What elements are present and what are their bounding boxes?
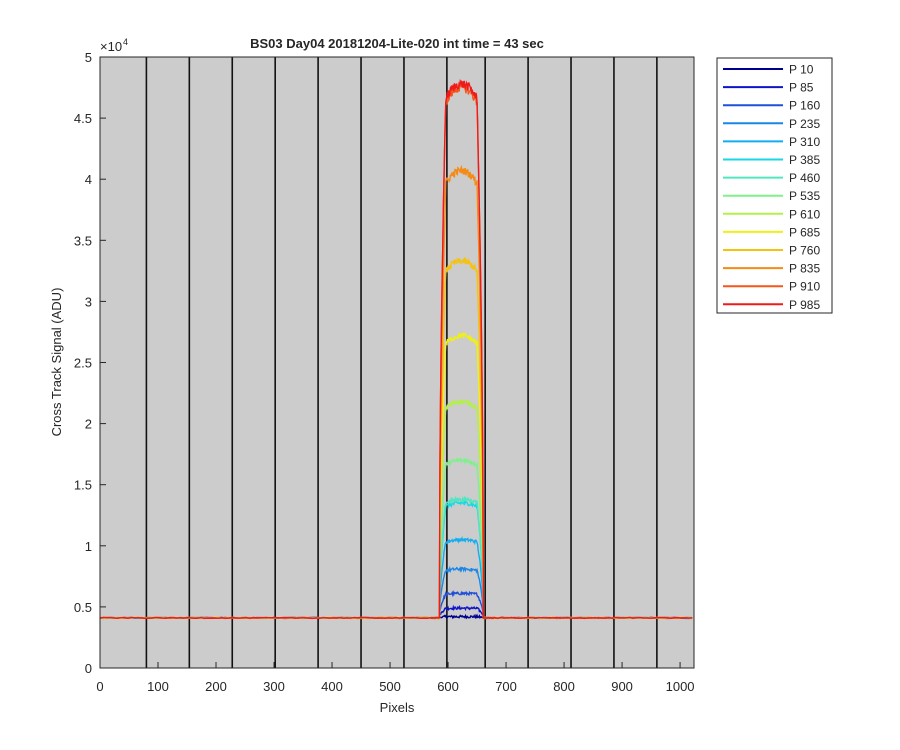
- y-tick-label: 1: [85, 539, 92, 554]
- y-tick-label: 0.5: [74, 600, 92, 615]
- legend-label: P 760: [789, 244, 820, 258]
- plot-area: [99, 56, 695, 669]
- x-tick-label: 600: [437, 679, 459, 694]
- plot-background: [100, 57, 694, 668]
- series-line: [99, 78, 693, 620]
- legend-label: P 85: [789, 81, 814, 95]
- x-tick-label: 200: [205, 679, 227, 694]
- series-lines: [99, 78, 693, 621]
- y-tick-label: 2.5: [74, 356, 92, 371]
- x-axis-label: Pixels: [380, 700, 415, 715]
- x-tick-label: 300: [263, 679, 285, 694]
- x-tick-label: 900: [611, 679, 633, 694]
- chart-title: BS03 Day04 20181204-Lite-020 int time = …: [250, 36, 544, 51]
- x-tick-label: 500: [379, 679, 401, 694]
- legend-label: P 910: [789, 280, 820, 294]
- legend-label: P 10: [789, 63, 814, 77]
- x-tick-label: 0: [96, 679, 103, 694]
- vertical-lines: [145, 57, 658, 668]
- y-axis-label: Cross Track Signal (ADU): [49, 288, 64, 437]
- y-tick-label: 3: [85, 294, 92, 309]
- y-tick-label: 3.5: [74, 233, 92, 248]
- legend-label: P 385: [789, 153, 820, 167]
- legend: P 10 P 85 P 160 P 235 P 310 P 385 P 460 P 535 P …: [716, 57, 833, 314]
- y-axis-ticks: 0 0.5 1 1.5 2 2.5 3 3.5 4 4.5 5: [74, 50, 106, 676]
- legend-label: P 460: [789, 171, 820, 185]
- legend-label: P 310: [789, 135, 820, 149]
- x-tick-label: 700: [495, 679, 517, 694]
- y-tick-label: 4: [85, 172, 92, 187]
- legend-label: P 160: [789, 99, 820, 113]
- x-tick-label: 400: [321, 679, 343, 694]
- y-exponent-power: 4: [123, 37, 128, 47]
- x-axis-ticks: 0 100 200 300 400 500 600 700 800 900 1000: [96, 662, 695, 694]
- legend-label: P 835: [789, 262, 820, 276]
- y-tick-label: 0: [85, 661, 92, 676]
- legend-label: P 610: [789, 207, 820, 221]
- x-tick-label: 100: [147, 679, 169, 694]
- y-exponent-base: ×10: [100, 39, 122, 54]
- legend-label: P 685: [789, 225, 820, 239]
- y-tick-label: 2: [85, 417, 92, 432]
- legend-label: P 535: [789, 189, 820, 203]
- x-tick-label: 800: [553, 679, 575, 694]
- y-tick-label: 1.5: [74, 478, 92, 493]
- legend-label: P 235: [789, 117, 820, 131]
- y-tick-label: 5: [85, 50, 92, 65]
- y-tick-label: 4.5: [74, 111, 92, 126]
- legend-label: P 985: [789, 298, 820, 312]
- y-exponent-label: ×10 4: [100, 37, 128, 54]
- x-tick-label: 1000: [666, 679, 695, 694]
- legend-box: [716, 57, 833, 314]
